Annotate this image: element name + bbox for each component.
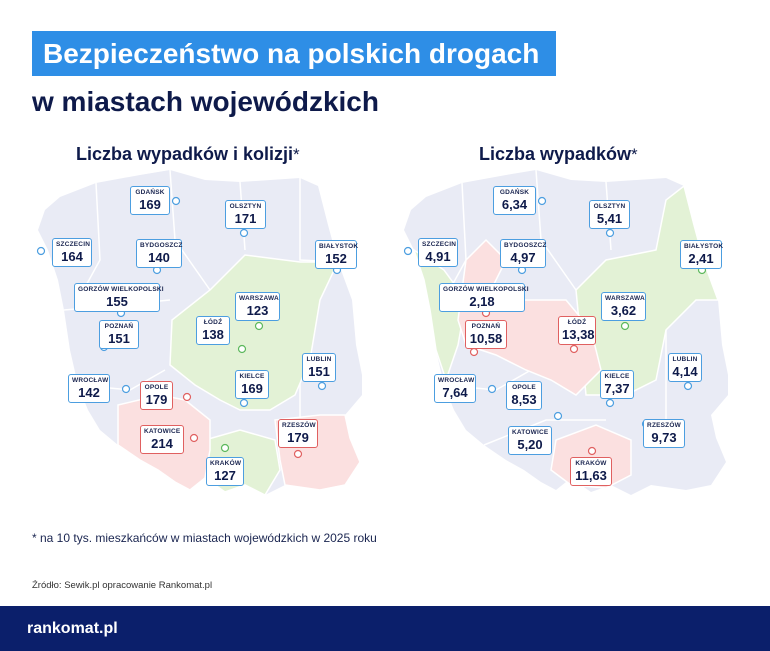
city-label-rzeszow: RZESZÓW 179: [278, 419, 318, 448]
city-label-opole-r: OPOLE 8,53: [506, 381, 542, 410]
marker-krakow-r: [587, 446, 597, 456]
city-label-rzeszow-r: RZESZÓW 9,73: [643, 419, 685, 448]
city-label-kielce: KIELCE 169: [235, 370, 269, 399]
city-label-kielce-r: KIELCE 7,37: [600, 370, 634, 399]
marker-szczecin: [36, 246, 46, 256]
marker-lublin-r: [683, 381, 693, 391]
map-title-left: Liczba wypadków i kolizji*: [76, 144, 300, 164]
city-label-gdansk: GDAŃSK 169: [130, 186, 170, 215]
city-label-katowice-r: KATOWICE 5,20: [508, 426, 552, 455]
city-label-bydgoszcz-r: BYDGOSZCZ 4,97: [500, 239, 546, 268]
map-title-right: Liczba wypadków*: [479, 144, 638, 164]
map-right: [404, 169, 728, 495]
marker-kielce-r: [605, 398, 615, 408]
city-label-lodz-r: ŁÓDŹ 13,38: [558, 316, 596, 345]
page-subtitle: w miastach wojewódzkich: [32, 86, 379, 117]
city-label-bydgoszcz: BYDGOSZCZ 140: [136, 239, 182, 268]
city-label-bialystok: BIAŁYSTOK 152: [315, 240, 358, 269]
marker-warszawa-r: [620, 321, 630, 331]
city-label-olsztyn: OLSZTYN 171: [225, 200, 266, 229]
city-label-wroclaw-r: WROCŁAW 7,64: [434, 374, 476, 403]
marker-katowice-r: [553, 411, 563, 421]
source-note: Źródło: Sewik.pl opracowanie Rankomat.pl: [32, 580, 213, 591]
marker-olsztyn-r: [605, 228, 615, 238]
marker-warszawa: [254, 321, 264, 331]
city-label-katowice: KATOWICE 214: [140, 425, 184, 454]
city-label-lodz: ŁÓDŹ 138: [196, 316, 230, 345]
marker-wroclaw: [121, 384, 131, 394]
marker-lublin: [317, 381, 327, 391]
marker-poznan-r: [469, 347, 479, 357]
city-label-warszawa: WARSZAWA 123: [235, 292, 280, 321]
city-label-gorzow-r: GORZÓW WIELKOPOLSKI 2,18: [439, 283, 529, 312]
city-label-szczecin-r: SZCZECIN 4,91: [418, 238, 458, 267]
city-label-olsztyn-r: OLSZTYN 5,41: [589, 200, 630, 229]
city-label-gorzow: GORZÓW WIELKOPOLSKI 155: [74, 283, 164, 312]
city-label-warszawa-r: WARSZAWA 3,62: [601, 292, 646, 321]
page-title: Bezpieczeństwo na polskich drogach: [32, 31, 556, 76]
city-label-bialystok-r: BIAŁYSTOK 2,41: [680, 240, 723, 269]
city-label-lublin: LUBLIN 151: [302, 353, 336, 382]
city-label-krakow-r: KRAKÓW 11,63: [570, 457, 612, 486]
marker-gdansk: [171, 196, 181, 206]
marker-olsztyn: [239, 228, 249, 238]
marker-opole: [182, 392, 192, 402]
marker-katowice: [189, 433, 199, 443]
marker-rzeszow: [293, 449, 303, 459]
city-markers-left: [36, 196, 342, 459]
rankomat-logo: rankomat.pl: [27, 620, 118, 637]
city-label-wroclaw: WROCŁAW 142: [68, 374, 110, 403]
city-label-szczecin: SZCZECIN 164: [52, 238, 92, 267]
city-label-gdansk-r: GDAŃSK 6,34: [493, 186, 536, 215]
city-label-poznan: POZNAŃ 151: [99, 320, 139, 349]
region-green-left: [169, 254, 340, 411]
marker-gdansk-r: [537, 196, 547, 206]
marker-lodz: [237, 344, 247, 354]
marker-kielce: [239, 398, 249, 408]
marker-szczecin-r: [403, 246, 413, 256]
marker-lodz-r: [569, 344, 579, 354]
marker-krakow: [220, 443, 230, 453]
city-label-poznan-r: POZNAŃ 10,58: [465, 320, 507, 349]
marker-wroclaw-r: [487, 384, 497, 394]
city-label-lublin-r: LUBLIN 4,14: [668, 353, 702, 382]
footer-bar: rankomat.pl: [0, 606, 770, 651]
footnote: * na 10 tys. mieszkańców w miastach woje…: [32, 531, 377, 545]
city-label-krakow: KRAKÓW 127: [206, 457, 244, 486]
city-label-opole: OPOLE 179: [140, 381, 173, 410]
